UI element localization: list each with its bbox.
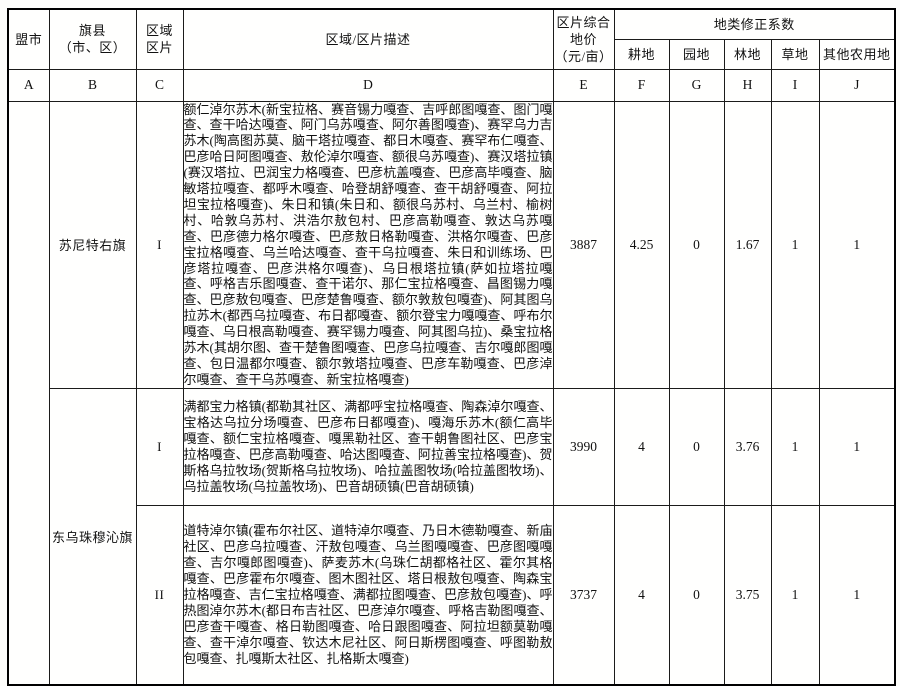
- cell-grassland: 1: [770, 387, 820, 506]
- description-text: 道特淖尔镇(霍布尔社区、道特淖尔嘎查、乃日木德勒嘎查、新庙社区、巴彦乌拉嘎查、汗…: [183, 523, 553, 666]
- cell-price: 3990: [552, 387, 615, 506]
- header-grassland: 草地: [770, 38, 820, 70]
- cell-banner: 东乌珠穆沁旗: [48, 387, 137, 686]
- land-price-table: 盟市 旗县 （市、区） 区域 区片 区域/区片描述 区片综合 地价 （元/亩） …: [7, 8, 897, 686]
- cell-description: 额仁淖尔苏木(新宝拉格、赛音锡力嘎查、吉呼郎图嘎查、图门嘎查、查干哈达嘎查、阿门…: [182, 100, 554, 389]
- cell-zone: II: [135, 504, 184, 686]
- header-orchard: 园地: [668, 38, 725, 70]
- cell-banner: 苏尼特右旗: [48, 100, 137, 389]
- letter-c: C: [135, 68, 184, 102]
- letter-row: A B C D E F G H I J: [7, 68, 896, 102]
- header-row-sub: 耕地 园地 林地 草地 其他农用地: [8, 38, 896, 70]
- cell-forest: 1.67: [723, 100, 772, 389]
- description-text: 额仁淖尔苏木(新宝拉格、赛音锡力嘎查、吉呼郎图嘎查、图门嘎查、查干哈达嘎查、阿门…: [183, 101, 553, 387]
- cell-grassland: 1: [770, 100, 820, 389]
- letter-a: A: [7, 68, 50, 102]
- cell-orchard: 0: [668, 504, 725, 686]
- letter-e: E: [552, 68, 615, 102]
- cell-grassland: 1: [770, 504, 820, 686]
- cell-forest: 3.75: [723, 504, 772, 686]
- header-forest: 林地: [723, 38, 772, 70]
- letter-d: D: [182, 68, 554, 102]
- cell-other-agri: 1: [818, 504, 896, 686]
- letter-j: J: [818, 68, 896, 102]
- header-modifier-group: 地类修正系数: [613, 8, 896, 40]
- letter-h: H: [723, 68, 772, 102]
- header-price: 区片综合 地价 （元/亩）: [552, 8, 615, 70]
- cell-orchard: 0: [668, 100, 725, 389]
- header-row-group: 盟市 旗县 （市、区） 区域 区片 区域/区片描述 区片综合 地价 （元/亩） …: [7, 8, 896, 70]
- cell-zone: I: [135, 387, 184, 506]
- table-row: II 道特淖尔镇(霍布尔社区、道特淖尔嘎查、乃日木德勒嘎查、新庙社区、巴彦乌拉嘎…: [8, 504, 896, 686]
- cell-farmland: 4: [613, 504, 670, 686]
- cell-zone: I: [135, 100, 184, 389]
- cell-orchard: 0: [668, 387, 725, 506]
- letter-g: G: [668, 68, 725, 102]
- letter-b: B: [48, 68, 137, 102]
- letter-i: I: [770, 68, 820, 102]
- table-row: 东乌珠穆沁旗 I 满都宝力格镇(都勒其社区、满都呼宝拉格嘎查、陶森淖尔嘎查、宝格…: [8, 387, 896, 686]
- header-other-agri: 其他农用地: [818, 38, 896, 70]
- header-zone: 区域 区片: [135, 8, 184, 70]
- header-farmland: 耕地: [613, 38, 670, 70]
- description-text: 满都宝力格镇(都勒其社区、满都呼宝拉格嘎查、陶森淖尔嘎查、宝格达乌拉分场嘎查、巴…: [183, 399, 553, 494]
- header-description: 区域/区片描述: [182, 8, 554, 70]
- cell-farmland: 4: [613, 387, 670, 506]
- cell-other-agri: 1: [818, 100, 896, 389]
- letter-f: F: [613, 68, 670, 102]
- cell-price: 3887: [552, 100, 615, 389]
- header-banner: 旗县 （市、区）: [48, 8, 137, 70]
- cell-description: 道特淖尔镇(霍布尔社区、道特淖尔嘎查、乃日木德勒嘎查、新庙社区、巴彦乌拉嘎查、汗…: [182, 504, 554, 686]
- header-league: 盟市: [7, 8, 50, 70]
- table-row: 苏尼特右旗 I 额仁淖尔苏木(新宝拉格、赛音锡力嘎查、吉呼郎图嘎查、图门嘎查、查…: [7, 100, 896, 686]
- cell-league-empty: [7, 100, 50, 686]
- cell-price: 3737: [552, 504, 615, 686]
- cell-farmland: 4.25: [613, 100, 670, 389]
- cell-description: 满都宝力格镇(都勒其社区、满都呼宝拉格嘎查、陶森淖尔嘎查、宝格达乌拉分场嘎查、巴…: [182, 387, 554, 506]
- cell-other-agri: 1: [818, 387, 896, 506]
- cell-forest: 3.76: [723, 387, 772, 506]
